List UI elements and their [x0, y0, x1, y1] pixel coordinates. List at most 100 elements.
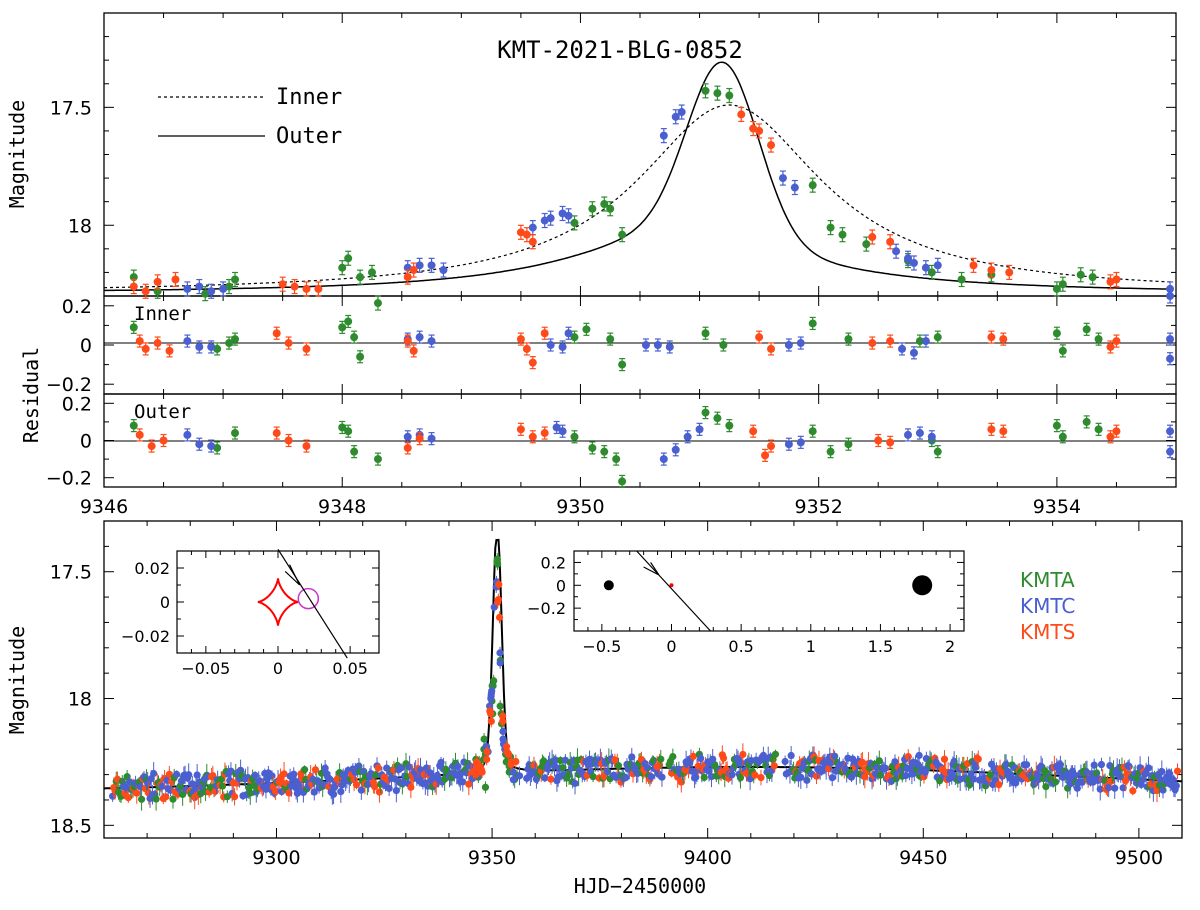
residual-inner-point-kmts — [302, 344, 311, 353]
full-peak-point-kmtc — [490, 603, 498, 611]
residual-outer-point-kmtc — [195, 440, 204, 449]
residual-inner-point-kmtc — [665, 342, 674, 351]
inset-outer-x-tick-label: 1.5 — [868, 637, 893, 656]
residual-inner-point-kmts — [528, 358, 537, 367]
residual-outer-point-kmta — [844, 440, 853, 449]
full-point-kmtc — [1078, 778, 1086, 786]
full-point-kmtc — [969, 775, 978, 783]
full-point-kmta — [614, 762, 623, 770]
residual-inner-point-kmts — [141, 344, 150, 353]
zoom-point-kmta — [344, 254, 353, 263]
y-tick-label-zoom: 17.5 — [50, 97, 92, 119]
full-point-kmta — [736, 774, 745, 782]
full-point-kmtc — [787, 751, 795, 760]
full-point-kmta — [936, 777, 944, 785]
zoom-point-kmta — [606, 204, 615, 213]
residual-outer-point-kmta — [612, 455, 621, 464]
residual-inner-point-kmts — [153, 339, 162, 348]
full-point-kmtc — [406, 763, 414, 771]
full-point-kmtc — [326, 775, 334, 783]
residual-outer-point-kmtc — [1166, 447, 1175, 456]
zoom-point-kmts — [278, 280, 287, 289]
full-point-kmtc — [647, 773, 655, 781]
full-point-kmts — [1129, 787, 1137, 795]
zoom-point-kmta — [927, 268, 936, 277]
full-point-kmta — [875, 757, 883, 765]
residual-inner-frame — [103, 295, 1177, 395]
full-point-kmta — [169, 795, 177, 803]
inset-outer-y-tick-label: 0 — [556, 576, 566, 595]
full-point-kmtc — [803, 776, 811, 784]
full-point-kmtc — [972, 763, 980, 771]
full-point-kmtc — [643, 764, 652, 772]
full-point-kmta — [218, 782, 227, 790]
full-peak-point-kmts — [495, 613, 504, 621]
full-peak-point-kmts — [499, 717, 507, 725]
inset-outer-y-tick-label: −0.2 — [527, 599, 566, 618]
full-point-kmtc — [604, 767, 612, 776]
residual-outer-point-kmtc — [558, 427, 567, 436]
full-point-kmts — [230, 793, 239, 801]
residual-inner-point-kmtc — [898, 344, 907, 353]
full-point-kmta — [1093, 769, 1101, 777]
zoom-point-kmtc — [790, 183, 799, 192]
residual-inner-point-kmta — [719, 341, 728, 349]
full-point-kmts — [352, 781, 361, 789]
full-peak-point-kmts — [507, 758, 515, 766]
residual-outer-point-kmts — [987, 425, 996, 434]
zoom-point-kmts — [409, 266, 418, 275]
residual-outer-point-kmts — [272, 429, 281, 438]
full-point-kmtc — [828, 774, 836, 782]
residual-outer-point-kmta — [713, 414, 722, 423]
full-point-kmtc — [125, 778, 134, 786]
full-point-kmts — [770, 762, 778, 770]
full-peak-point-kmtc — [499, 727, 507, 736]
residual-inner-point-kmta — [1058, 346, 1067, 355]
residual-inner-point-kmts — [135, 337, 144, 346]
residual-outer-point-kmts — [540, 429, 549, 438]
full-point-kmta — [700, 773, 708, 782]
full-point-kmtc — [177, 777, 186, 785]
residual-inner-point-kmta — [618, 360, 627, 369]
residual-outer-point-kmtc — [695, 425, 704, 434]
full-point-kmtc — [355, 762, 363, 770]
full-point-kmts — [1173, 767, 1182, 775]
residual-outer-point-kmta — [701, 408, 710, 417]
full-peak-point-kmtc — [487, 689, 495, 698]
inset-outer-x-tick-label: 1 — [806, 637, 816, 656]
x-tick-label-bottom: 9300 — [252, 847, 300, 869]
full-point-kmtc — [738, 759, 746, 767]
residual-outer-point-kmtc — [552, 423, 561, 432]
residual-outer-point-kmts — [159, 436, 168, 445]
y-tick-label-zoom: 18 — [68, 215, 92, 237]
full-point-kmts — [655, 761, 664, 769]
full-point-kmts — [209, 771, 217, 780]
full-point-kmta — [762, 761, 770, 770]
full-point-kmtc — [296, 783, 304, 791]
inset-inner-arrow — [284, 564, 301, 586]
zoom-point-kmta — [368, 268, 376, 277]
residual-inner-point-kmts — [409, 346, 418, 355]
model-outer-curve — [103, 61, 1174, 292]
full-point-kmts — [465, 780, 473, 788]
legend-site-kmts: KMTS — [1020, 620, 1075, 644]
full-point-kmtc — [1073, 784, 1081, 792]
residual-outer-point-kmtc — [183, 430, 192, 439]
full-point-kmtc — [914, 760, 922, 769]
full-point-kmtc — [891, 758, 899, 766]
zoom-point-kmts — [528, 237, 537, 246]
y-label-residual: Residual — [19, 347, 43, 443]
residual-outer-point-kmta — [933, 447, 942, 456]
full-point-kmtc — [331, 783, 339, 791]
tick-group: 9346 9348 9350 9352 935417.5180.20−0.20.20−0… — [46, 13, 1183, 869]
residual-inner-point-kmts — [886, 337, 895, 346]
legend-inner-label: Inner — [276, 85, 342, 110]
zoom-point-kmtc — [677, 108, 686, 117]
full-point-kmta — [876, 771, 885, 779]
residual-outer-point-kmta — [618, 477, 627, 486]
zoom-point-kmta — [588, 204, 597, 213]
residual-outer-point-kmts — [284, 436, 293, 445]
full-point-kmtc — [454, 762, 462, 771]
zoom-point-kmts — [129, 282, 138, 291]
zoom-point-kmts — [403, 273, 412, 282]
